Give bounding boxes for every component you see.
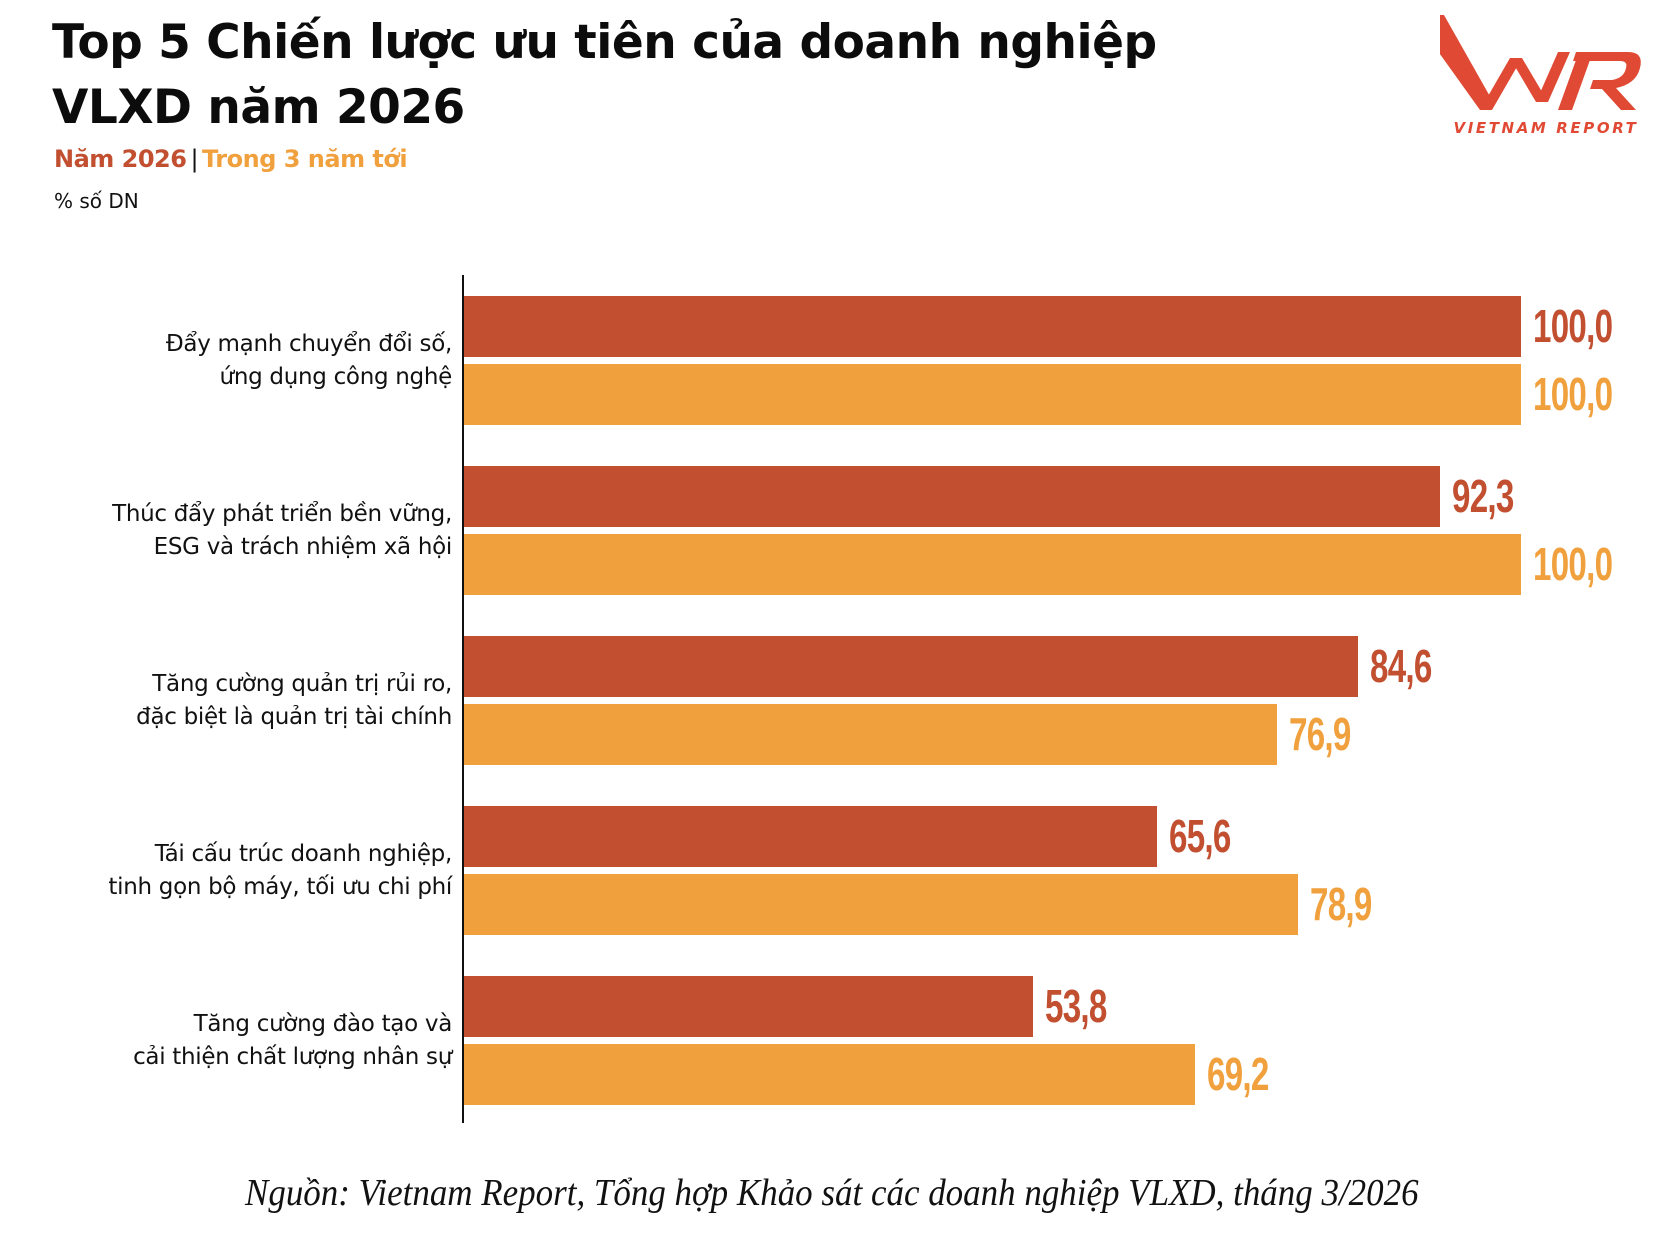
unit-label: % số DN <box>54 189 139 213</box>
category-label: Tăng cường đào tạo và cải thiện chất lượn… <box>32 1008 452 1074</box>
value-label: 84,6 <box>1370 640 1432 692</box>
bar-trong-3-nam-toi <box>464 534 1521 595</box>
legend-separator: | <box>190 145 199 173</box>
category-label-line: Thúc đẩy phát triển bền vững, <box>112 500 452 527</box>
value-label: 69,2 <box>1207 1048 1269 1100</box>
category-label-line: tinh gọn bộ máy, tối ưu chi phí <box>108 873 452 900</box>
category-label-line: cải thiện chất lượng nhân sự <box>133 1043 452 1070</box>
value-label: 65,6 <box>1169 810 1231 862</box>
bar-trong-3-nam-toi <box>464 874 1298 935</box>
value-label: 53,8 <box>1045 980 1107 1032</box>
category-label-line: ESG và trách nhiệm xã hội <box>153 533 453 560</box>
source-text: Nguồn: Vietnam Report, Tổng hợp Khảo sát… <box>245 1172 1419 1214</box>
category-label-line: đặc biệt là quản trị tài chính <box>136 703 452 730</box>
bar-trong-3-nam-toi <box>464 1044 1195 1105</box>
category-label-line: Đẩy mạnh chuyển đổi số, <box>165 330 452 357</box>
y-axis-line <box>462 275 464 1123</box>
bar-trong-3-nam-toi <box>464 364 1521 425</box>
category-label: Tái cấu trúc doanh nghiệp, tinh gọn bộ má… <box>32 838 452 904</box>
value-label: 100,0 <box>1533 538 1613 590</box>
value-label: 78,9 <box>1310 878 1372 930</box>
value-label: 100,0 <box>1533 300 1613 352</box>
legend-series-2026: Năm 2026 <box>54 145 187 173</box>
category-label: Đẩy mạnh chuyển đổi số, ứng dụng công ngh… <box>32 328 452 394</box>
category-label-line: Tăng cường quản trị rủi ro, <box>152 670 452 697</box>
category-label-line: ứng dụng công nghệ <box>219 363 453 390</box>
vnr-logo-icon <box>1440 15 1641 110</box>
bar-nam-2026 <box>464 296 1521 357</box>
legend-series-3-years: Trong 3 năm tới <box>202 145 408 173</box>
category-label-line: Tăng cường đào tạo và <box>193 1010 453 1037</box>
value-label: 92,3 <box>1452 470 1514 522</box>
legend: Năm 2026 | Trong 3 năm tới <box>54 144 408 174</box>
bar-nam-2026 <box>464 636 1358 697</box>
bar-nam-2026 <box>464 806 1157 867</box>
bar-nam-2026 <box>464 976 1033 1037</box>
category-label: Thúc đẩy phát triển bền vững, ESG và trác… <box>32 498 452 564</box>
bar-trong-3-nam-toi <box>464 704 1277 765</box>
value-label: 100,0 <box>1533 368 1613 420</box>
value-label: 76,9 <box>1289 708 1351 760</box>
logo-wordmark: VIETNAM REPORT <box>1453 119 1639 137</box>
category-label: Tăng cường quản trị rủi ro, đặc biệt là q… <box>32 668 452 734</box>
chart-title: Top 5 Chiến lược ưu tiên của doanh nghiệ… <box>52 15 1157 135</box>
source-note: Nguồn: Vietnam Report, Tổng hợp Khảo sát… <box>0 1170 1664 1216</box>
category-label-line: Tái cấu trúc doanh nghiệp, <box>154 840 453 867</box>
bar-nam-2026 <box>464 466 1440 527</box>
